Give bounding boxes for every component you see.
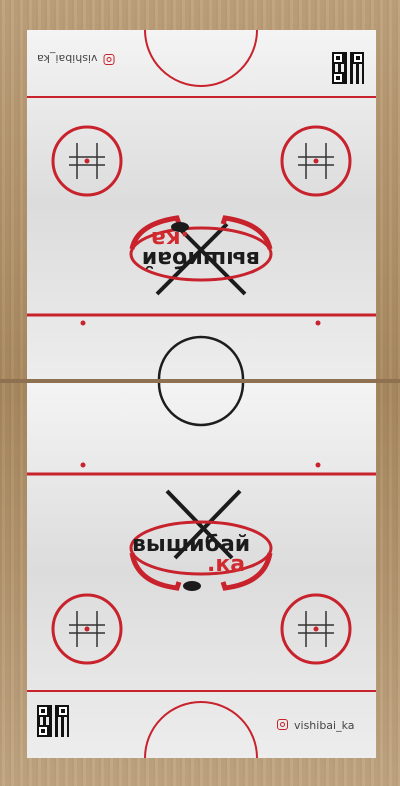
- instagram-icon: [103, 54, 115, 65]
- rink-bottom-half: вышибай .ка: [27, 383, 376, 758]
- faceoff-circle-top-right: [280, 125, 352, 197]
- board-seam: [0, 379, 400, 383]
- rink-top-half: вышибай .ка vishibai_ka: [27, 30, 376, 379]
- faceoff-circle-top-left: [51, 125, 123, 197]
- logo-text-bottom: вышибай: [132, 532, 250, 557]
- logo-top: вышибай .ка: [129, 215, 273, 296]
- logo-bottom: вышибай .ка: [129, 489, 273, 591]
- instagram-icon: [277, 719, 288, 730]
- instagram-handle-top[interactable]: vishibai_ka: [37, 52, 115, 65]
- faceoff-circle-bottom-left: [51, 593, 123, 665]
- qr-code-top: [332, 52, 364, 84]
- faceoff-circle-bottom-right: [280, 593, 352, 665]
- instagram-handle-bottom[interactable]: vishibai_ka: [277, 719, 355, 732]
- logo-text-top: вышибай: [142, 246, 260, 271]
- logo-suffix-bottom: .ка: [207, 552, 245, 577]
- qr-code-bottom: [37, 705, 69, 737]
- logo-suffix-top: .ка: [151, 226, 189, 251]
